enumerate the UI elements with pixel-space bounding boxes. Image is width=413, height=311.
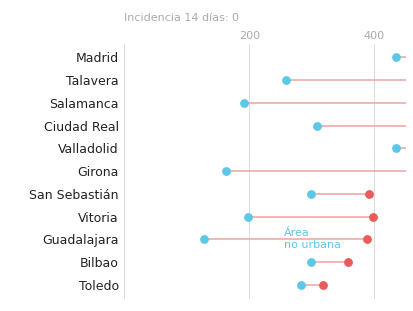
Point [319, 282, 326, 287]
Point [369, 214, 375, 219]
Text: Incidencia 14 días: 0: Incidencia 14 días: 0 [124, 13, 239, 23]
Point [222, 169, 228, 174]
Point [240, 100, 247, 105]
Point [244, 214, 251, 219]
Text: Área
no urbana: Área no urbana [283, 228, 340, 250]
Point [344, 260, 351, 265]
Point [297, 282, 303, 287]
Point [313, 123, 319, 128]
Point [392, 146, 399, 151]
Point [363, 237, 369, 242]
Point [365, 191, 372, 196]
Point [306, 260, 313, 265]
Point [200, 237, 207, 242]
Point [282, 77, 288, 82]
Point [306, 191, 313, 196]
Point [392, 55, 399, 60]
